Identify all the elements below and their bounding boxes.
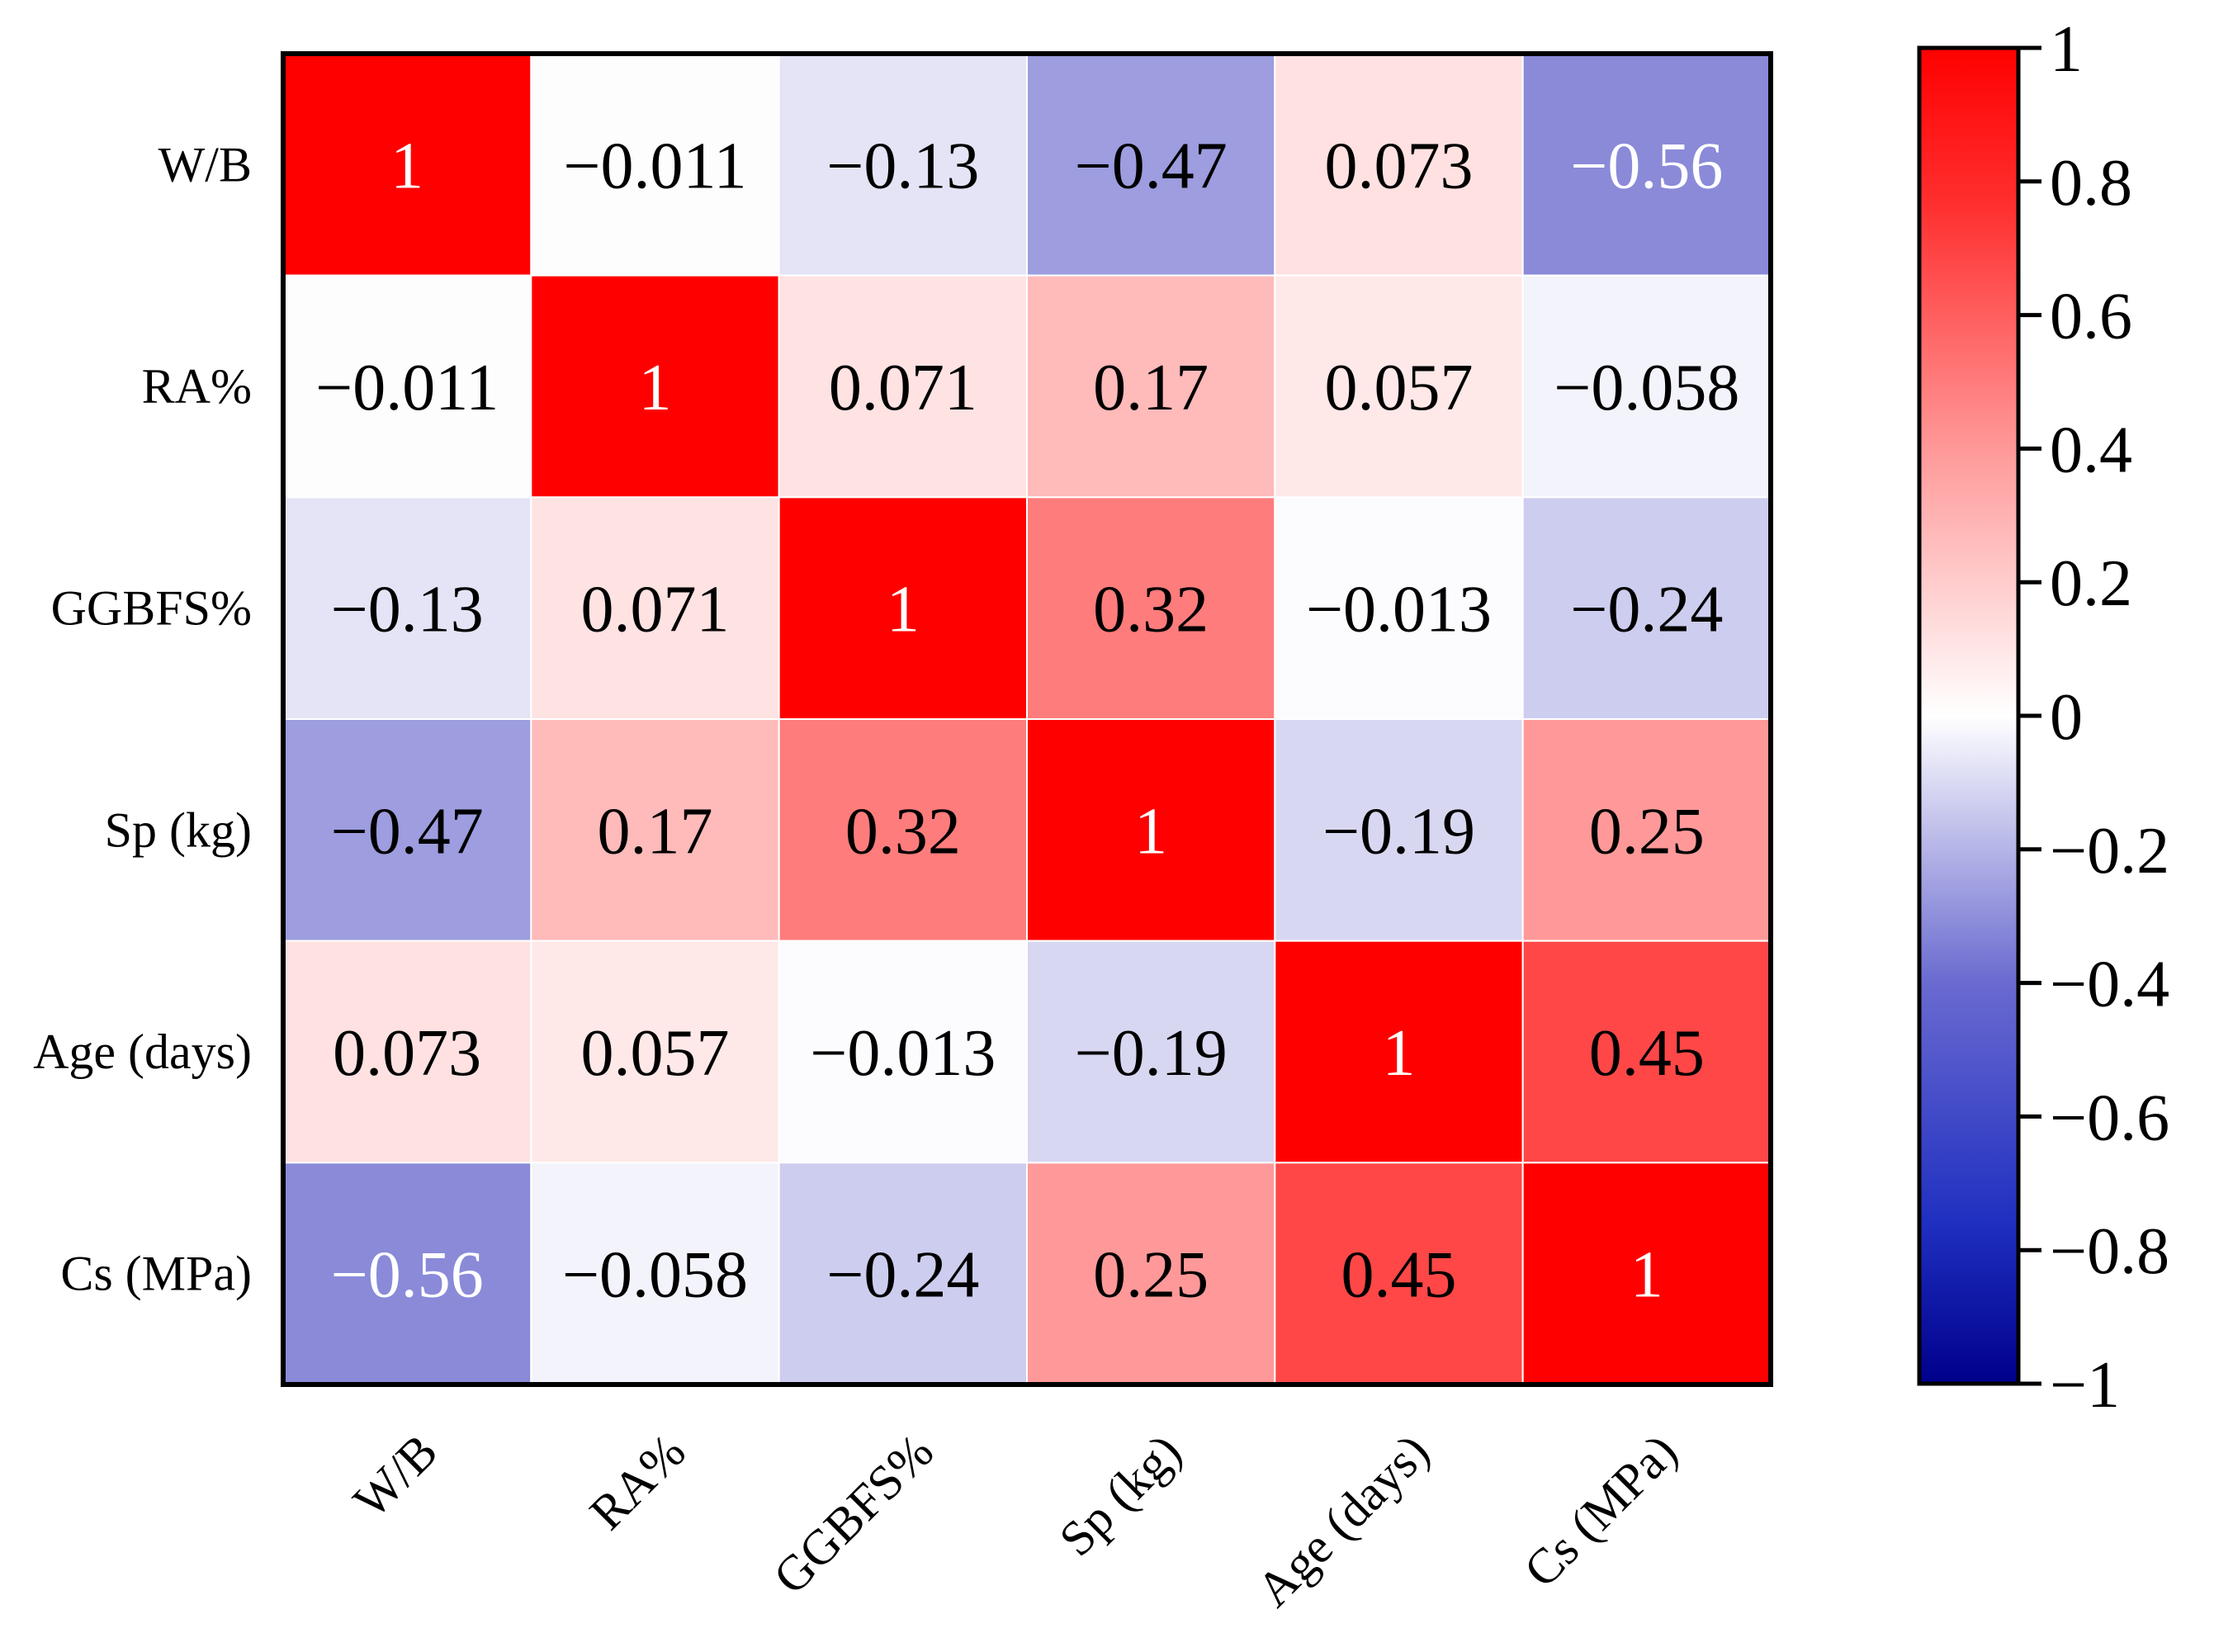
heatmap-cell-r5-c0 [282, 1162, 532, 1386]
cell-value-label: 0.32 [845, 795, 961, 868]
cell-value-label: 0.45 [1341, 1239, 1457, 1312]
row-label: Age (days) [33, 1025, 252, 1079]
cell-value-label: 0.25 [1093, 1239, 1209, 1312]
cell-value-label: −0.47 [331, 795, 484, 868]
column-labels: W/B RA% GGBFS% Sp (kg) Age (days) Cs (MPa) [343, 1424, 1687, 1617]
cell-value-label: −0.011 [563, 130, 746, 202]
cell-value-label: 0.17 [1093, 352, 1209, 424]
heatmap-cell-r2-c1 [530, 496, 780, 720]
plot-frame [281, 51, 1773, 1387]
cell-value-label: 0.45 [1589, 1017, 1705, 1090]
cell-value-label: −0.058 [1554, 352, 1739, 424]
heatmap-cell-r1-c1 [530, 274, 780, 499]
colorbar-tick-label: 0 [2050, 681, 2083, 754]
heatmap-cell-r0-c4 [1274, 53, 1524, 277]
cell-value-label: −0.24 [826, 1239, 979, 1312]
heatmap-cell-r3-c2 [778, 718, 1029, 942]
cell-value-label: −0.011 [315, 352, 499, 424]
heatmap-cell-r3-c4 [1274, 718, 1524, 942]
row-label: W/B [158, 137, 252, 192]
cell-value-label: 0.32 [1093, 574, 1209, 646]
cell-value-label: 0.17 [598, 795, 713, 868]
heatmap-cell-r0-c0 [282, 53, 532, 277]
colorbar-tick-label: −0.4 [2050, 949, 2169, 1021]
heatmap-cell-r4-c4 [1274, 940, 1524, 1164]
cell-value-label: −0.24 [1570, 574, 1723, 646]
cell-value-label: −0.19 [1322, 795, 1475, 868]
heatmap-cell-r3-c1 [530, 718, 780, 942]
row-label: GGBFS% [51, 581, 252, 636]
row-label: Cs (MPa) [60, 1247, 252, 1301]
cell-value-label: 1 [1630, 1239, 1663, 1312]
heatmap-cell-r5-c4 [1274, 1162, 1524, 1386]
row-label: Sp (kg) [105, 802, 252, 857]
colorbar-tick-label: 0.6 [2050, 281, 2132, 353]
cell-value-label: 0.057 [581, 1017, 730, 1090]
column-label: GGBFS% [763, 1424, 944, 1605]
heatmap-cell-r2-c3 [1026, 496, 1276, 720]
cell-value-label: 1 [1383, 1017, 1416, 1090]
cell-value-label: −0.56 [331, 1239, 484, 1312]
colorbar-tick-label: −0.6 [2050, 1082, 2169, 1154]
heatmap-cell-r2-c4 [1274, 496, 1524, 720]
colorbar-tick-label: −1 [2050, 1349, 2120, 1422]
colorbar-tick-label: 1 [2050, 13, 2083, 86]
heatmap-cell-r3-c3 [1026, 718, 1276, 942]
heatmap-cell-r1-c5 [1521, 274, 1772, 499]
cell-value-label: 0.057 [1325, 352, 1474, 424]
heatmap-cell-r4-c0 [282, 940, 532, 1164]
column-label: Age (days) [1247, 1424, 1440, 1617]
heatmap-cell-r4-c2 [778, 940, 1029, 1164]
heatmap-cell-r2-c2 [778, 496, 1029, 720]
cell-value-label: −0.013 [1306, 574, 1492, 646]
heatmap-cell-r4-c3 [1026, 940, 1276, 1164]
heatmap-cell-r2-c5 [1521, 496, 1772, 720]
column-label: Cs (MPa) [1514, 1424, 1687, 1598]
cell-value-label: −0.013 [810, 1017, 996, 1090]
cell-value-label: 0.073 [333, 1017, 481, 1090]
cell-value-label: 1 [390, 130, 423, 202]
heatmap-cell-r3-c0 [282, 718, 532, 942]
row-labels: W/B RA% GGBFS% Sp (kg) Age (days) Cs (MPa) [33, 137, 252, 1300]
cell-value-label: 1 [887, 574, 920, 646]
cell-value-label: 1 [639, 352, 672, 424]
cell-value-label: −0.56 [1570, 130, 1723, 202]
heatmap-cells [282, 53, 1772, 1386]
cell-value-label: −0.19 [1075, 1017, 1228, 1090]
row-label: RA% [142, 359, 252, 414]
cell-value-label: −0.058 [562, 1239, 748, 1312]
cell-value-label: 0.073 [1325, 130, 1474, 202]
heatmap-cell-r0-c5 [1521, 53, 1772, 277]
heatmap-cell-r0-c3 [1026, 53, 1276, 277]
column-label: Sp (kg) [1049, 1424, 1192, 1567]
colorbar-tick-label: −0.2 [2050, 815, 2169, 888]
heatmap-cell-r2-c0 [282, 496, 532, 720]
cell-value-label: −0.47 [1075, 130, 1228, 202]
heatmap-cell-r5-c5 [1521, 1162, 1772, 1386]
colorbar-tick-label: 0.4 [2050, 414, 2132, 486]
colorbar-tick-label: 0.8 [2050, 147, 2132, 220]
colorbar-ticks: 1 0.8 0.6 0.4 0.2 0 −0.2 −0.4 −0.6 −0.8 −1 [2018, 13, 2169, 1422]
heatmap-cell-r0-c1 [530, 53, 780, 277]
colorbar-tick-label: 0.2 [2050, 547, 2132, 620]
colorbar-tick-label: −0.8 [2050, 1215, 2169, 1288]
column-label: W/B [343, 1424, 448, 1529]
heatmap-cell-r1-c3 [1026, 274, 1276, 499]
column-label: RA% [580, 1424, 696, 1541]
cell-value-label: 0.25 [1589, 795, 1705, 868]
colorbar [1917, 45, 2021, 1386]
heatmap-cell-r5-c3 [1026, 1162, 1276, 1386]
cell-value-label: 0.071 [581, 574, 730, 646]
cell-value-label: 0.071 [829, 352, 977, 424]
heatmap-cell-labels: 1 −0.011 −0.13 −0.47 0.073 −0.56 −0.011 1 0.071 0… [315, 130, 1739, 1311]
cell-value-label: −0.13 [826, 130, 979, 202]
cell-value-label: −0.13 [331, 574, 484, 646]
cell-value-label: 1 [1134, 795, 1167, 868]
